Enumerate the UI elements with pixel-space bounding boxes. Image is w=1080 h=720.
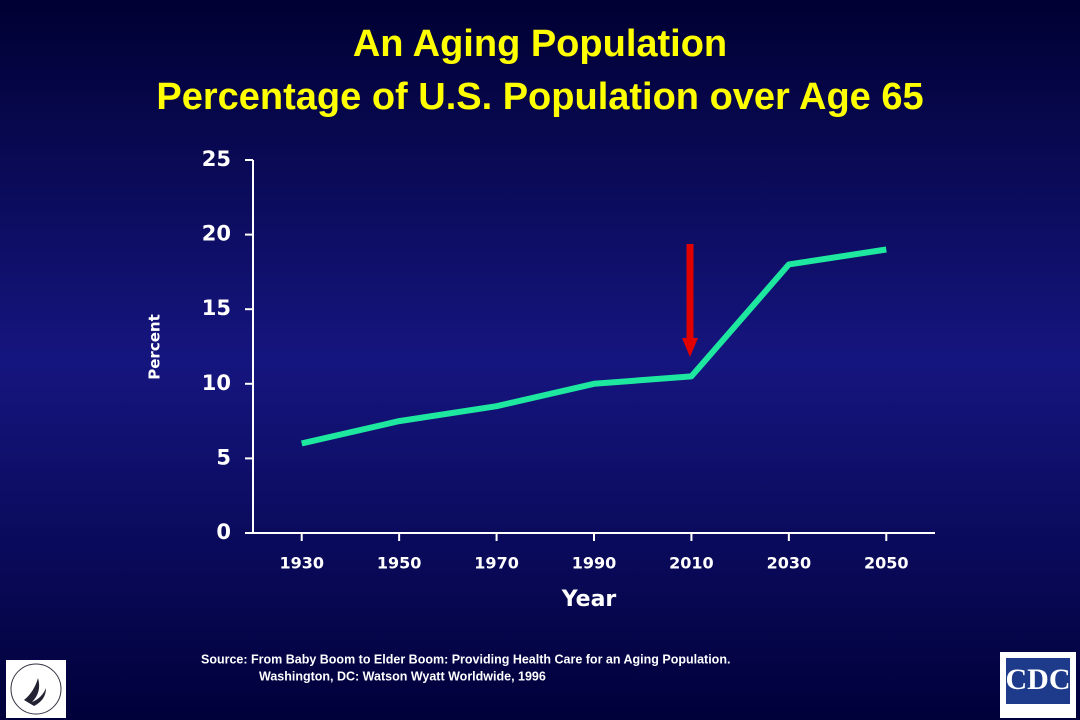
y-tick-label: 0 (216, 520, 231, 544)
y-tick-label: 25 (202, 147, 231, 171)
x-tick-label: 1950 (377, 554, 422, 573)
red-arrow (682, 244, 698, 357)
x-tick-label: 1990 (572, 554, 617, 573)
y-tick-label: 5 (216, 445, 231, 469)
y-tick-label: 10 (202, 371, 231, 395)
y-axis-title: Percent (146, 314, 164, 379)
source-line-2: Washington, DC: Watson Wyatt Worldwide, … (259, 669, 546, 683)
x-axis-title: Year (561, 587, 617, 612)
y-tick-label: 15 (202, 296, 231, 320)
chart-title: An Aging Population (353, 23, 727, 65)
source-line-1: Source: From Baby Boom to Elder Boom: Pr… (201, 652, 730, 666)
chart-subtitle: Percentage of U.S. Population over Age 6… (156, 76, 923, 118)
x-tick-label: 1970 (474, 554, 519, 573)
y-tick-label: 20 (202, 222, 231, 246)
x-tick-label: 2030 (767, 554, 812, 573)
cdc-logo-text: CDC (1006, 663, 1071, 696)
hhs-logo (6, 660, 66, 718)
x-tick-label: 2010 (669, 554, 714, 573)
x-tick-label: 1930 (279, 554, 324, 573)
data-line (301, 246, 887, 447)
x-tick-label: 2050 (864, 554, 909, 573)
cdc-logo: CDC (1000, 652, 1076, 718)
